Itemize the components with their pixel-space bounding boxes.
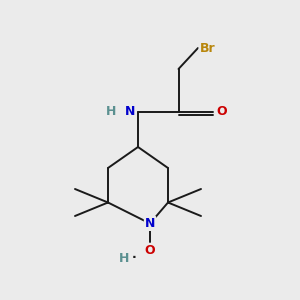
Text: ·: · bbox=[132, 251, 137, 265]
Text: O: O bbox=[145, 244, 155, 257]
Text: O: O bbox=[216, 105, 226, 118]
Text: H: H bbox=[106, 105, 116, 118]
Text: N: N bbox=[145, 217, 155, 230]
Text: N: N bbox=[125, 105, 136, 118]
Text: H: H bbox=[119, 251, 130, 265]
Text: Br: Br bbox=[200, 41, 215, 55]
